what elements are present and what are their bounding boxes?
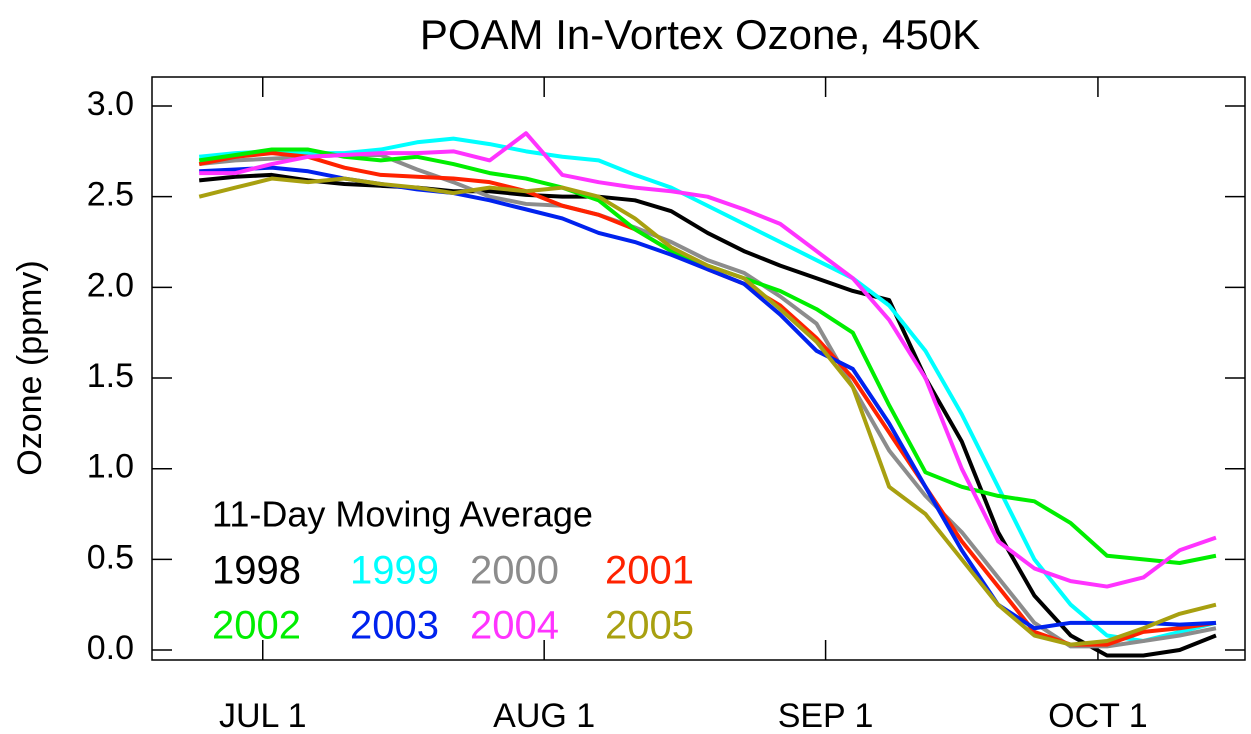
legend-entry: 2002 [212,604,301,648]
y-tick-label: 1.5 [87,357,134,395]
y-tick-label: 1.0 [87,448,134,486]
y-tick-label: 2.5 [87,176,134,214]
y-tick-label: 0.0 [87,629,134,667]
legend-title: 11-Day Moving Average [212,494,593,535]
chart-title: POAM In-Vortex Ozone, 450K [420,11,980,58]
legend-entry: 2004 [470,604,559,648]
y-tick-label: 3.0 [87,85,134,123]
legend-entry: 2005 [605,604,694,648]
x-tick-label: OCT 1 [1048,697,1148,734]
series-line [198,176,1217,647]
plot-frame [151,76,1246,661]
x-tick-label: JUL 1 [219,697,307,734]
legend-entry: 2000 [470,549,559,593]
y-tick-label: 2.0 [87,266,134,304]
y-axis-label: Ozone (ppmv) [11,260,49,475]
legend-entry: 1999 [350,549,439,593]
series-line [199,131,1217,589]
legend-entry: 2001 [605,549,694,593]
x-tick-label: SEP 1 [778,697,874,734]
x-tick-label: AUG 1 [493,697,595,734]
legend-entry: 1998 [212,549,301,593]
y-tick-label: 0.5 [87,538,134,576]
series-line [199,172,1217,658]
legend-entry: 2003 [350,604,439,648]
